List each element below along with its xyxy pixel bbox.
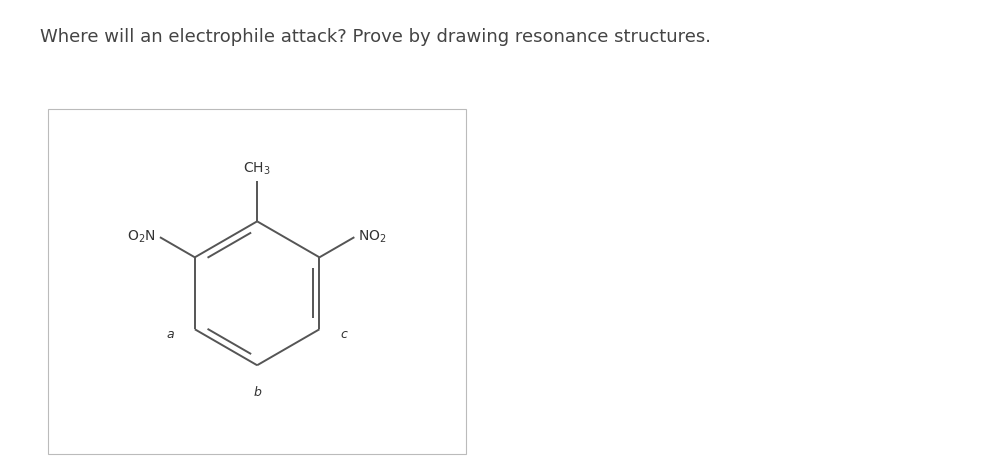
Text: O$_2$N: O$_2$N <box>128 229 156 245</box>
Text: CH$_3$: CH$_3$ <box>243 161 271 177</box>
Text: NO$_2$: NO$_2$ <box>358 229 387 245</box>
FancyBboxPatch shape <box>48 109 466 455</box>
Text: a: a <box>166 328 174 341</box>
Text: Where will an electrophile attack? Prove by drawing resonance structures.: Where will an electrophile attack? Prove… <box>40 28 710 46</box>
Text: b: b <box>253 386 261 399</box>
Text: c: c <box>340 328 347 341</box>
